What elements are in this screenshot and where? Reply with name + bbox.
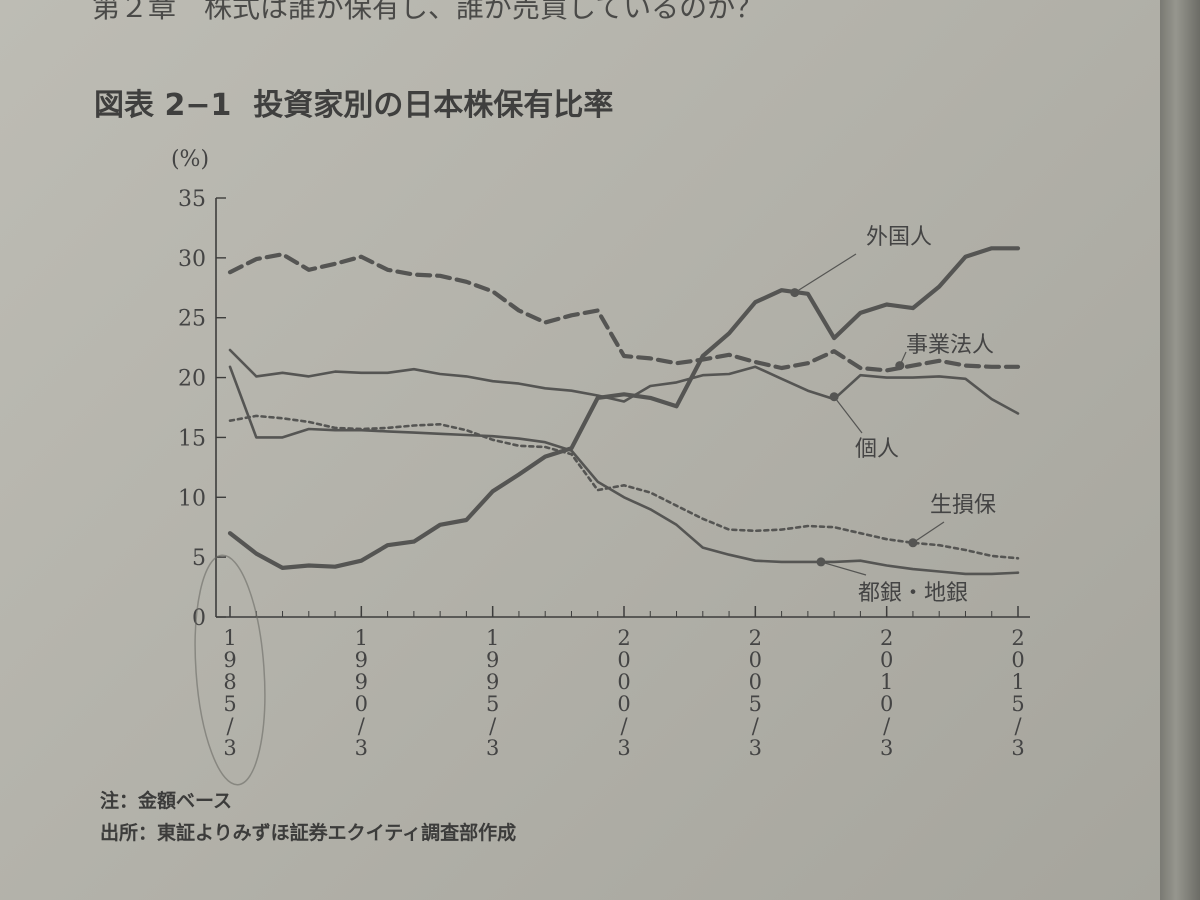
series-group [227, 246, 1021, 576]
series-line-2 [227, 252, 1021, 373]
line-chart: (%) 0 5 10 15 20 25 30 35 1 9 8 5/3 1 9 9 0/3 1 9 9 5/3 2 0 0 0… [171, 147, 1030, 786]
x-tick-label: 1 9 8 5/3 [223, 626, 236, 760]
series-label-leader [820, 561, 867, 576]
x-tick-label: 2 0 1 0/3 [880, 626, 893, 760]
figure-number: 図表 2−1 [94, 88, 232, 123]
x-tick-label: 1 9 9 0/3 [355, 626, 368, 760]
y-tick-label: 35 [178, 187, 206, 212]
y-tick-label: 25 [178, 307, 206, 332]
x-tick-label: 2 0 0 5/3 [749, 626, 762, 760]
series-line-5 [228, 365, 1020, 576]
series-label-leader [833, 396, 863, 434]
chart-source: 出所：東証よりみずほ証券エクイティ調査部作成 [100, 822, 517, 844]
y-tick-label: 20 [178, 367, 206, 392]
series-label: 個人 [855, 437, 899, 462]
series-label: 生損保 [930, 493, 996, 518]
figure-title: 図表 2−1 投資家別の日本株保有比率 [94, 80, 613, 124]
series-label: 事業法人 [906, 333, 994, 358]
y-tick-label: 5 [192, 546, 206, 571]
y-tick-label: 10 [178, 486, 206, 511]
book-spine [1160, 0, 1200, 900]
y-tick-label: 30 [178, 247, 206, 272]
y-tick-label: 0 [192, 606, 206, 631]
axes: 0 5 10 15 20 25 30 35 1 9 8 5/3 1 9 9 0/3 1 9 9 5/3 2 0 0 0/3 2 0… [178, 187, 1030, 760]
x-tick-label: 2 0 1 5/3 [1011, 626, 1024, 760]
y-tick-label: 15 [178, 426, 206, 451]
x-tick-label: 1 9 9 5/3 [486, 626, 499, 760]
series-label-leader [794, 253, 857, 294]
series-line-1 [227, 246, 1021, 570]
handwritten-circle [194, 554, 266, 786]
x-tick-label: 2 0 0 0/3 [617, 626, 630, 760]
chart-note: 注：金額ベース [100, 790, 233, 812]
series-line-4 [228, 414, 1020, 560]
y-axis-unit-label: (%) [171, 147, 209, 172]
series-label-leader [912, 521, 945, 544]
running-head: 第２章 株式は誰が保有し、誰が売買しているのか？ [92, 0, 764, 24]
series-label: 都銀・地銀 [858, 581, 968, 606]
book-page [0, 0, 1160, 900]
series-label-leader [899, 351, 907, 366]
series-line-3 [228, 348, 1020, 415]
figure-title-text: 投資家別の日本株保有比率 [253, 88, 614, 123]
series-label: 外国人 [866, 225, 932, 250]
